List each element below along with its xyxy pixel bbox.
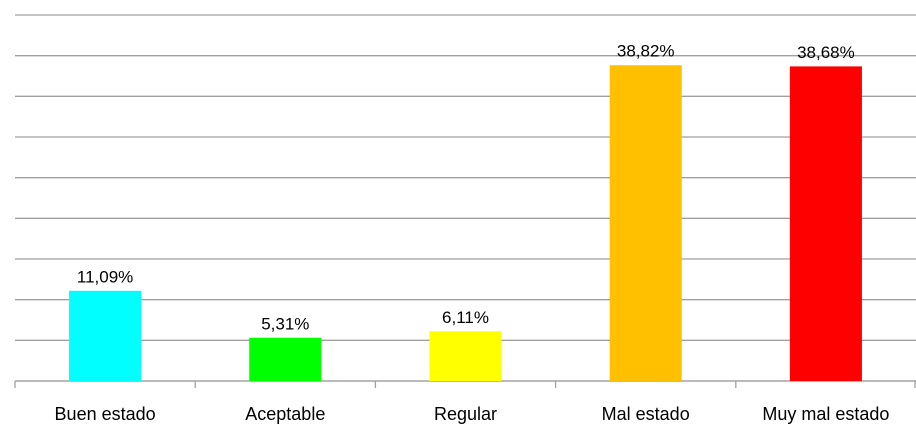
bar <box>609 65 682 381</box>
bar <box>429 331 502 381</box>
data-label: 11,09% <box>77 267 133 286</box>
bar <box>249 337 322 381</box>
x-tick-label: Mal estado <box>602 404 690 424</box>
bar <box>69 290 142 381</box>
bar <box>789 66 862 382</box>
x-tick-label: Aceptable <box>245 404 325 424</box>
data-label: 6,11% <box>442 308 489 327</box>
x-tick-label: Regular <box>434 404 497 424</box>
x-tick-label: Buen estado <box>55 404 156 424</box>
data-label: 38,68% <box>797 43 855 62</box>
x-tick-label: Muy mal estado <box>762 404 889 424</box>
data-label: 38,82% <box>617 42 675 61</box>
data-label: 5,31% <box>261 314 309 333</box>
